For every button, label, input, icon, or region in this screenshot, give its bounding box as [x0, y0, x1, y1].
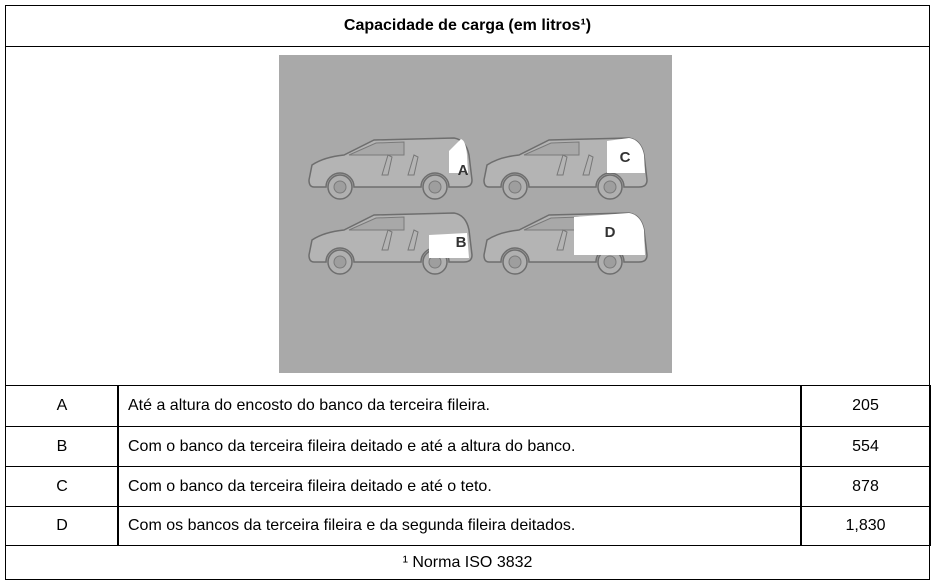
row-key: A — [5, 385, 119, 427]
row-description: Até a altura do encosto do banco da terc… — [117, 385, 802, 427]
figure-label: B — [456, 234, 467, 251]
row-capacity: 878 — [800, 466, 931, 507]
row-capacity: 554 — [800, 426, 931, 467]
row-description: Com o banco da terceira fileira deitado … — [117, 426, 802, 467]
figure-label: A — [458, 162, 469, 179]
row-capacity: 1,830 — [800, 506, 931, 546]
figure-label: D — [605, 224, 616, 241]
figure-label: C — [620, 149, 631, 166]
row-key: D — [5, 506, 119, 546]
row-capacity: 205 — [800, 385, 931, 427]
row-key: B — [5, 426, 119, 467]
row-key: C — [5, 466, 119, 507]
footnote: ¹ Norma ISO 3832 — [5, 545, 930, 580]
table-title: Capacidade de carga (em litros¹) — [5, 5, 930, 47]
cargo-figure: A C B D — [279, 55, 672, 373]
row-description: Com o banco da terceira fileira deitado … — [117, 466, 802, 507]
row-description: Com os bancos da terceira fileira e da s… — [117, 506, 802, 546]
